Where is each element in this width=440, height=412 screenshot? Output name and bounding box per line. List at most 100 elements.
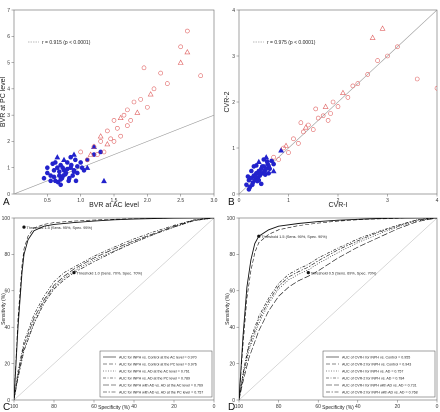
scatter-point-circle (115, 125, 120, 131)
scatter-point-circle (78, 160, 83, 165)
scatter-point-circle (65, 166, 70, 172)
y-tick-label: 20 (229, 361, 235, 367)
scatter-point-circle (375, 58, 380, 63)
scatter-point-circle (296, 141, 301, 146)
scatter-point-circle (125, 107, 130, 113)
scatter-point-circle (158, 70, 163, 76)
scatter-point-circle (69, 162, 74, 168)
scatter-point-circle (267, 166, 272, 171)
y-tick-label: 0 (7, 192, 10, 198)
scatter-point-triangle (283, 142, 289, 148)
x-tick-label: 2.5 (177, 198, 184, 204)
scatter-point-circle (75, 164, 80, 169)
scatter-point-triangle (54, 154, 61, 160)
scatter-point-circle (310, 127, 316, 132)
scatter-point-triangle (255, 158, 262, 165)
scatter-point-triangle (177, 59, 184, 65)
threshold-point (72, 271, 76, 275)
legend-entry: AUC of CVR-I for iNPH with AD vs. AD = 0… (342, 384, 417, 388)
y-tick-label: 80 (229, 252, 235, 258)
x-tick-label: 20 (395, 404, 401, 410)
legend-entry: AUC of CVR-I for iNPH vs. Control = 0.95… (342, 356, 410, 360)
y-tick-label: 1 (232, 146, 235, 152)
scatter-point-circle (271, 161, 276, 167)
x-axis-label: Specificity (%) (322, 405, 354, 411)
scatter-point-circle (41, 175, 47, 181)
x-tick-label: 60 (91, 404, 97, 410)
roc-curve-5 (239, 218, 437, 400)
scatter-point-circle (78, 149, 83, 155)
plot-frame (13, 9, 215, 195)
scatter-point-circle (328, 111, 333, 116)
x-tick-label: 2.0 (144, 198, 151, 204)
scatter-point-circle (365, 72, 371, 77)
x-tick-label: 40 (355, 404, 361, 410)
scatter-point-triangle (147, 91, 154, 97)
x-tick-label: 80 (51, 404, 57, 410)
x-axis-label: Specificity (%) (98, 405, 130, 411)
scatter-point-circle (45, 165, 50, 171)
scatter-point-circle (58, 177, 63, 182)
x-tick-label: 3.0 (211, 198, 218, 204)
scatter-point-circle (58, 182, 63, 188)
scatter-point-circle (57, 169, 62, 174)
scatter-point-circle (45, 170, 50, 176)
scatter-point-circle (165, 81, 170, 86)
legend-entry: AUC for iNPH vs. AD at the AC level = 0.… (119, 370, 190, 374)
scatter-point-triangle (87, 151, 94, 157)
scatter-point-circle (330, 99, 336, 105)
y-tick-label: 7 (7, 8, 10, 14)
scatter-point-circle (385, 53, 390, 59)
panel-label: D (228, 402, 235, 412)
scatter-point-circle (256, 177, 262, 183)
scatter-point-circle (111, 139, 117, 144)
y-tick-label: 4 (7, 87, 10, 93)
y-tick-label: 1 (7, 166, 10, 172)
legend-entry: AUC for iNPH vs. Control at the PC level… (119, 363, 197, 367)
scatter-point-circle (434, 85, 437, 91)
roc-curve-1 (239, 218, 437, 400)
scatter-point-circle (98, 139, 103, 144)
x-axis-label: BVR at AC level (89, 202, 139, 209)
legend-entry: AUC of CVR-2 for iNPH vs. Control = 0.94… (342, 363, 411, 367)
legend-box (322, 350, 436, 398)
scatter-point-circle (55, 179, 61, 185)
y-tick-label: 2 (7, 139, 10, 145)
scatter-point-circle (128, 118, 133, 123)
scatter-point-circle (298, 120, 304, 125)
scatter-point-circle (105, 128, 110, 134)
scatter-point-circle (264, 159, 270, 165)
scatter-point-circle (108, 136, 113, 142)
scatter-point-circle (291, 136, 296, 142)
scatter-point-circle (315, 115, 321, 121)
panel-b: 0 1 2 3 4 0 1 2 3 4 CVR-I CVR-2 Br = 0.975 (p < 0.00… (224, 8, 439, 209)
scatter-point-circle (91, 144, 97, 149)
threshold-point (22, 225, 26, 229)
scatter-point-circle (85, 157, 90, 163)
y-axis-label: CVR-2 (224, 91, 231, 112)
scatter-point-circle (185, 28, 190, 34)
x-tick-label: 40 (131, 404, 137, 410)
legend-entry: AUC for iNPH with AD vs. AD at the PC le… (119, 391, 203, 395)
y-axis-label: Sensitivity (%) (1, 293, 7, 325)
scatter-point-circle (259, 164, 265, 169)
scatter-point-circle (151, 86, 157, 92)
scatter-point-triangle (340, 89, 346, 96)
x-tick-label: 0 (238, 198, 241, 204)
y-tick-label: 40 (229, 325, 235, 331)
scatter-point-circle (320, 113, 326, 119)
scatter-point-circle (271, 154, 276, 160)
scatter-point-circle (313, 106, 319, 112)
roc-curve-3 (14, 218, 214, 400)
scatter-point-triangle (379, 25, 386, 31)
y-tick-label: 20 (4, 361, 10, 367)
y-tick-label: 0 (232, 192, 235, 198)
legend-entry: AUC for iNPH with AD vs. AD at the AC le… (119, 384, 203, 388)
scatter-point-circle (249, 168, 254, 174)
scatter-point-circle (325, 118, 331, 123)
scatter-point-circle (301, 129, 306, 135)
scatter-point-triangle (184, 49, 191, 55)
y-tick-label: 0 (7, 398, 10, 404)
scatter-point-triangle (302, 124, 309, 130)
scatter-point-circle (258, 181, 264, 187)
